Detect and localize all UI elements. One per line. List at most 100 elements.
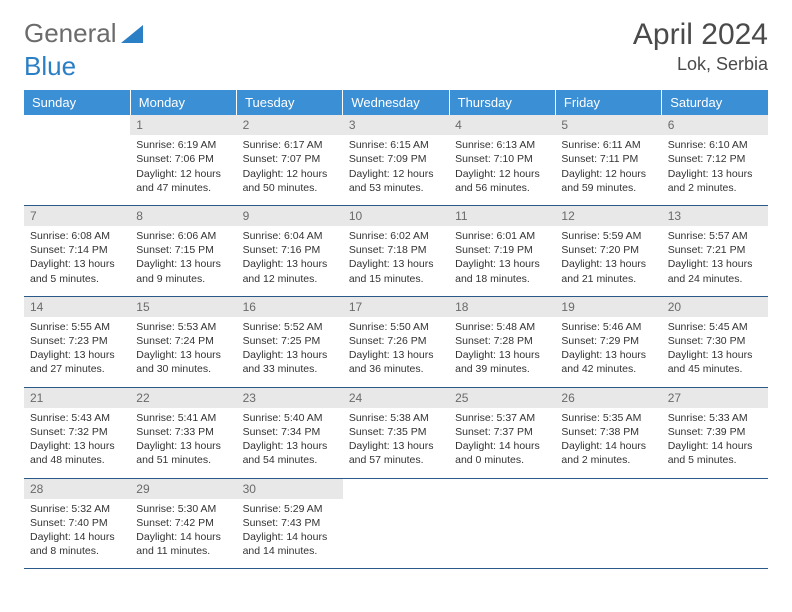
daylight-line: Daylight: 13 hours and 12 minutes. bbox=[243, 257, 337, 285]
day-number: 15 bbox=[130, 297, 236, 317]
sunset-line: Sunset: 7:14 PM bbox=[30, 243, 124, 257]
day-number: 30 bbox=[237, 479, 343, 499]
daylight-line: Daylight: 13 hours and 15 minutes. bbox=[349, 257, 443, 285]
sunset-line: Sunset: 7:39 PM bbox=[668, 425, 762, 439]
daylight-line: Daylight: 14 hours and 0 minutes. bbox=[455, 439, 549, 467]
sunrise-line: Sunrise: 5:37 AM bbox=[455, 411, 549, 425]
day-number: 12 bbox=[555, 206, 661, 226]
daylight-line: Daylight: 13 hours and 24 minutes. bbox=[668, 257, 762, 285]
weekday-header: Friday bbox=[555, 90, 661, 115]
weekday-header: Wednesday bbox=[343, 90, 449, 115]
weekday-row: SundayMondayTuesdayWednesdayThursdayFrid… bbox=[24, 90, 768, 115]
sunrise-line: Sunrise: 6:08 AM bbox=[30, 229, 124, 243]
day-number: 18 bbox=[449, 297, 555, 317]
sunrise-line: Sunrise: 6:04 AM bbox=[243, 229, 337, 243]
calendar-cell: 11Sunrise: 6:01 AMSunset: 7:19 PMDayligh… bbox=[449, 205, 555, 296]
calendar-head: SundayMondayTuesdayWednesdayThursdayFrid… bbox=[24, 90, 768, 115]
day-number: 20 bbox=[662, 297, 768, 317]
daylight-line: Daylight: 12 hours and 53 minutes. bbox=[349, 167, 443, 195]
sunrise-line: Sunrise: 6:02 AM bbox=[349, 229, 443, 243]
day-number: 21 bbox=[24, 388, 130, 408]
daylight-line: Daylight: 13 hours and 39 minutes. bbox=[455, 348, 549, 376]
weekday-header: Monday bbox=[130, 90, 236, 115]
sunrise-line: Sunrise: 6:17 AM bbox=[243, 138, 337, 152]
sunset-line: Sunset: 7:06 PM bbox=[136, 152, 230, 166]
calendar-cell: 25 Sunrise: 5:37 AMSunset: 7:37 PMDayligh… bbox=[449, 387, 555, 478]
sunrise-line: Sunrise: 6:13 AM bbox=[455, 138, 549, 152]
sunrise-line: Sunrise: 5:45 AM bbox=[668, 320, 762, 334]
calendar-week-row: 1Sunrise: 6:19 AMSunset: 7:06 PMDaylight… bbox=[24, 115, 768, 205]
calendar-cell: 9Sunrise: 6:04 AMSunset: 7:16 PMDaylight… bbox=[237, 205, 343, 296]
weekday-header: Tuesday bbox=[237, 90, 343, 115]
sunset-line: Sunset: 7:15 PM bbox=[136, 243, 230, 257]
sunrise-line: Sunrise: 5:35 AM bbox=[561, 411, 655, 425]
sunset-line: Sunset: 7:24 PM bbox=[136, 334, 230, 348]
sunrise-line: Sunrise: 5:46 AM bbox=[561, 320, 655, 334]
day-number: 7 bbox=[24, 206, 130, 226]
day-number: 24 bbox=[343, 388, 449, 408]
day-number: 17 bbox=[343, 297, 449, 317]
sunset-line: Sunset: 7:38 PM bbox=[561, 425, 655, 439]
day-number: 25 bbox=[449, 388, 555, 408]
day-number: 27 bbox=[662, 388, 768, 408]
day-number: 5 bbox=[555, 115, 661, 135]
calendar-cell bbox=[449, 478, 555, 569]
sunrise-line: Sunrise: 5:48 AM bbox=[455, 320, 549, 334]
daylight-line: Daylight: 13 hours and 9 minutes. bbox=[136, 257, 230, 285]
sunrise-line: Sunrise: 5:30 AM bbox=[136, 502, 230, 516]
calendar-cell: 14Sunrise: 5:55 AMSunset: 7:23 PMDayligh… bbox=[24, 296, 130, 387]
logo-triangle-icon bbox=[121, 25, 143, 43]
calendar-cell: 7 Sunrise: 6:08 AMSunset: 7:14 PMDaylight… bbox=[24, 205, 130, 296]
daylight-line: Daylight: 12 hours and 47 minutes. bbox=[136, 167, 230, 195]
daylight-line: Daylight: 13 hours and 33 minutes. bbox=[243, 348, 337, 376]
sunrise-line: Sunrise: 5:32 AM bbox=[30, 502, 124, 516]
sunrise-line: Sunrise: 5:33 AM bbox=[668, 411, 762, 425]
calendar-cell: 10Sunrise: 6:02 AMSunset: 7:18 PMDayligh… bbox=[343, 205, 449, 296]
logo: General bbox=[24, 18, 143, 49]
sunrise-line: Sunrise: 6:10 AM bbox=[668, 138, 762, 152]
sunset-line: Sunset: 7:37 PM bbox=[455, 425, 549, 439]
calendar-cell: 17Sunrise: 5:50 AMSunset: 7:26 PMDayligh… bbox=[343, 296, 449, 387]
calendar-week-row: 21 Sunrise: 5:43 AMSunset: 7:32 PM Dayligh… bbox=[24, 387, 768, 478]
day-number: 4 bbox=[449, 115, 555, 135]
sunset-line: Sunset: 7:29 PM bbox=[561, 334, 655, 348]
sunrise-line: Sunrise: 5:43 AM bbox=[30, 411, 124, 425]
calendar-cell: 16Sunrise: 5:52 AMSunset: 7:25 PMDayligh… bbox=[237, 296, 343, 387]
day-number: 22 bbox=[130, 388, 236, 408]
daylight-line: Daylight: 12 hours and 50 minutes. bbox=[243, 167, 337, 195]
day-number: 2 bbox=[237, 115, 343, 135]
day-number: 13 bbox=[662, 206, 768, 226]
daylight-line: Daylight: 13 hours and 5 minutes. bbox=[30, 257, 124, 285]
day-number: 6 bbox=[662, 115, 768, 135]
sunset-line: Sunset: 7:21 PM bbox=[668, 243, 762, 257]
daylight-line: Daylight: 14 hours and 11 minutes. bbox=[136, 530, 230, 558]
daylight-line: Daylight: 13 hours and 36 minutes. bbox=[349, 348, 443, 376]
day-number: 14 bbox=[24, 297, 130, 317]
sunset-line: Sunset: 7:42 PM bbox=[136, 516, 230, 530]
sunset-line: Sunset: 7:43 PM bbox=[243, 516, 337, 530]
daylight-line: Daylight: 13 hours and 51 minutes. bbox=[136, 439, 230, 467]
sunset-line: Sunset: 7:32 PM bbox=[30, 425, 124, 439]
sunset-line: Sunset: 7:30 PM bbox=[668, 334, 762, 348]
daylight-line: Daylight: 14 hours and 8 minutes. bbox=[30, 530, 124, 558]
sunset-line: Sunset: 7:12 PM bbox=[668, 152, 762, 166]
calendar-cell: 1Sunrise: 6:19 AMSunset: 7:06 PMDaylight… bbox=[130, 115, 236, 205]
daylight-line: Daylight: 13 hours and 21 minutes. bbox=[561, 257, 655, 285]
sunset-line: Sunset: 7:28 PM bbox=[455, 334, 549, 348]
calendar-body: 1Sunrise: 6:19 AMSunset: 7:06 PMDaylight… bbox=[24, 115, 768, 569]
daylight-line: Daylight: 12 hours and 56 minutes. bbox=[455, 167, 549, 195]
sunrise-line: Sunrise: 5:40 AM bbox=[243, 411, 337, 425]
daylight-line: Daylight: 13 hours and 27 minutes. bbox=[30, 348, 124, 376]
calendar-cell: 6Sunrise: 6:10 AMSunset: 7:12 PMDaylight… bbox=[662, 115, 768, 205]
day-number: 23 bbox=[237, 388, 343, 408]
sunrise-line: Sunrise: 5:41 AM bbox=[136, 411, 230, 425]
logo-text-blue: Blue bbox=[24, 51, 768, 82]
calendar-cell: 3Sunrise: 6:15 AMSunset: 7:09 PMDaylight… bbox=[343, 115, 449, 205]
sunset-line: Sunset: 7:18 PM bbox=[349, 243, 443, 257]
sunrise-line: Sunrise: 5:59 AM bbox=[561, 229, 655, 243]
sunset-line: Sunset: 7:25 PM bbox=[243, 334, 337, 348]
sunrise-line: Sunrise: 5:53 AM bbox=[136, 320, 230, 334]
day-number: 16 bbox=[237, 297, 343, 317]
daylight-line: Daylight: 14 hours and 5 minutes. bbox=[668, 439, 762, 467]
daylight-line: Daylight: 13 hours and 45 minutes. bbox=[668, 348, 762, 376]
